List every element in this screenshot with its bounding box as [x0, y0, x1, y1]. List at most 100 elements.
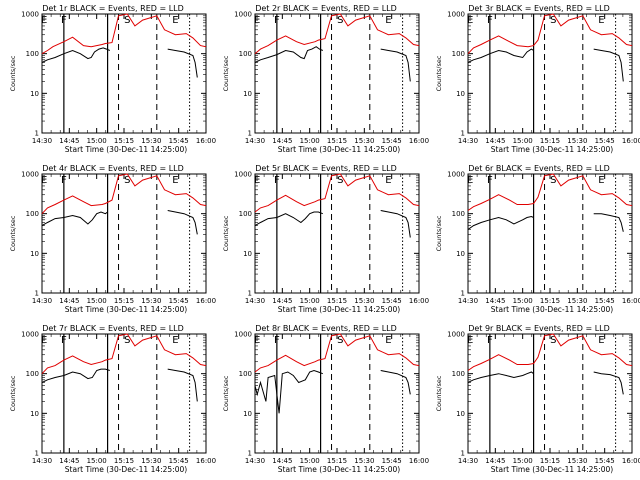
- y-tick-label: 1000: [234, 11, 252, 19]
- x-tick-label: 15:45: [382, 297, 402, 305]
- plot-frame: [41, 173, 207, 294]
- detector-panel-4: Det 4r BLACK = Events, RED = LLD 1 10 100 10…: [0, 160, 216, 320]
- x-axis-title: Start Time (30-Dec-11 14:25:00): [65, 305, 187, 314]
- x-axis-title: Start Time (30-Dec-11 14:25:00): [491, 465, 613, 474]
- panel-title: Det 9r BLACK = Events, RED = LLD: [468, 324, 610, 333]
- x-tick-label: 14:30: [458, 457, 478, 465]
- phase-marker-label: F: [61, 15, 67, 26]
- plot-frame: [467, 13, 633, 134]
- x-tick-label: 14:30: [32, 457, 52, 465]
- y-tick-label: 10: [30, 90, 39, 98]
- y-tick-label: 100: [452, 50, 465, 58]
- x-tick-label: 15:15: [327, 457, 347, 465]
- phase-marker-label: F: [487, 335, 493, 346]
- x-tick-label: 14:45: [272, 297, 292, 305]
- y-tick-label: 100: [239, 370, 252, 378]
- x-tick-label: 16:00: [409, 297, 429, 305]
- lld-series-line: [41, 13, 207, 55]
- phase-marker-label: E: [598, 175, 604, 186]
- x-tick-label: 15:15: [540, 137, 560, 145]
- x-tick-label: 15:00: [300, 457, 320, 465]
- panel-svg: Det 7r BLACK = Events, RED = LLD 1 10 100 10…: [9, 324, 216, 474]
- panel-svg: Det 5r BLACK = Events, RED = LLD 1 10 100 10…: [222, 164, 429, 314]
- x-tick-label: 15:30: [567, 297, 587, 305]
- panel-title: Det 5r BLACK = Events, RED = LLD: [255, 164, 397, 173]
- x-tick-label: 16:00: [196, 137, 216, 145]
- x-tick-label: 15:45: [169, 297, 189, 305]
- y-tick-label: 100: [239, 210, 252, 218]
- y-tick-label: 1000: [21, 171, 39, 179]
- events-series-line: [41, 368, 198, 402]
- x-tick-label: 16:00: [409, 457, 429, 465]
- x-axis-title: Start Time (30-Dec-11 14:25:00): [65, 465, 187, 474]
- detector-panel-7: Det 7r BLACK = Events, RED = LLD 1 10 100 10…: [0, 320, 216, 480]
- panel-svg: Det 6r BLACK = Events, RED = LLD 1 10 100 10…: [435, 164, 640, 314]
- phase-marker-label: E: [41, 335, 47, 346]
- phase-marker-label: E: [467, 335, 473, 346]
- x-tick-label: 15:00: [300, 137, 320, 145]
- phase-marker-label: E: [172, 15, 178, 26]
- x-tick-label: 14:30: [32, 137, 52, 145]
- phase-marker-label: F: [487, 175, 493, 186]
- x-tick-label: 15:30: [354, 297, 374, 305]
- y-tick-label: 10: [30, 250, 39, 258]
- phase-marker-label: F: [274, 335, 280, 346]
- phase-marker-label: E: [254, 335, 260, 346]
- x-tick-label: 16:00: [622, 297, 640, 305]
- y-tick-label: 1: [461, 450, 465, 458]
- x-tick-label: 14:45: [272, 457, 292, 465]
- plot-frame: [467, 333, 633, 454]
- x-tick-label: 14:30: [245, 137, 265, 145]
- panel-svg: Det 9r BLACK = Events, RED = LLD 1 10 100 10…: [435, 324, 640, 474]
- x-tick-label: 15:00: [87, 297, 107, 305]
- y-axis-title: Counts/sec: [435, 375, 443, 411]
- y-tick-label: 10: [243, 250, 252, 258]
- y-axis-title: Counts/sec: [435, 55, 443, 91]
- panel-svg: Det 2r BLACK = Events, RED = LLD 1 10 100 10…: [222, 4, 429, 154]
- y-tick-label: 1: [248, 450, 252, 458]
- x-tick-label: 15:15: [114, 457, 134, 465]
- plot-frame: [41, 13, 207, 134]
- lld-series-line: [41, 333, 207, 375]
- x-tick-label: 16:00: [622, 457, 640, 465]
- events-series-line: [254, 369, 411, 414]
- y-tick-label: 100: [239, 50, 252, 58]
- events-series-line: [254, 46, 411, 82]
- x-tick-label: 15:45: [382, 457, 402, 465]
- x-axis-title: Start Time (30-Dec-11 14:25:00): [278, 305, 400, 314]
- detector-panel-3: Det 3r BLACK = Events, RED = LLD 1 10 100 10…: [426, 0, 640, 160]
- x-tick-label: 14:30: [245, 457, 265, 465]
- y-tick-label: 10: [243, 90, 252, 98]
- events-series-line: [41, 210, 198, 235]
- x-tick-label: 14:45: [59, 137, 79, 145]
- phase-marker-label: E: [172, 335, 178, 346]
- y-tick-label: 1000: [21, 331, 39, 339]
- lld-series-line: [254, 173, 420, 213]
- x-tick-label: 15:15: [114, 297, 134, 305]
- phase-marker-label: S: [337, 175, 343, 186]
- detector-panel-6: Det 6r BLACK = Events, RED = LLD 1 10 100 10…: [426, 160, 640, 320]
- x-tick-label: 15:45: [382, 137, 402, 145]
- panel-svg: Det 1r BLACK = Events, RED = LLD 1 10 100 10…: [9, 4, 216, 154]
- y-axis-title: Counts/sec: [9, 215, 17, 251]
- phase-marker-label: F: [274, 15, 280, 26]
- lld-series-line: [467, 173, 633, 211]
- x-tick-label: 15:45: [595, 457, 615, 465]
- y-tick-label: 1: [35, 450, 39, 458]
- phase-marker-label: F: [487, 15, 493, 26]
- x-tick-label: 15:30: [354, 457, 374, 465]
- phase-marker-label: E: [385, 335, 391, 346]
- y-tick-label: 1: [35, 130, 39, 138]
- events-series-line: [41, 47, 198, 78]
- phase-marker-label: S: [124, 335, 130, 346]
- x-tick-label: 15:00: [513, 457, 533, 465]
- x-tick-label: 14:45: [485, 297, 505, 305]
- phase-marker-label: E: [385, 15, 391, 26]
- y-tick-label: 1000: [447, 171, 465, 179]
- x-tick-label: 16:00: [196, 297, 216, 305]
- plot-frame: [254, 333, 420, 454]
- plot-frame: [41, 333, 207, 454]
- x-tick-label: 14:45: [272, 137, 292, 145]
- detector-panel-5: Det 5r BLACK = Events, RED = LLD 1 10 100 10…: [213, 160, 429, 320]
